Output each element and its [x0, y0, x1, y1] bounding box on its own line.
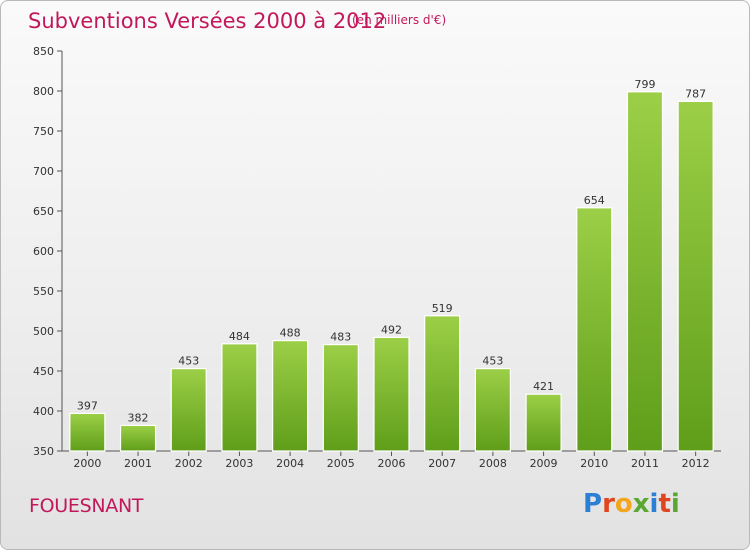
- x-tick-label: 2000: [73, 457, 101, 470]
- bar-2006: [373, 336, 410, 452]
- logo-letter: i: [649, 489, 659, 519]
- y-tick-label: 700: [33, 165, 54, 178]
- x-tick-label: 2008: [479, 457, 507, 470]
- value-label-2008: 453: [482, 355, 503, 368]
- proxiti-logo: Proxiti: [583, 489, 680, 519]
- y-tick-label: 750: [33, 125, 54, 138]
- y-tick-label: 600: [33, 245, 54, 258]
- value-label-2011: 799: [634, 78, 655, 91]
- bar-2000: [69, 412, 106, 452]
- logo-letter: P: [583, 489, 603, 519]
- bar-2004: [272, 340, 309, 452]
- bar-2005: [322, 344, 359, 452]
- value-label-2010: 654: [584, 194, 605, 207]
- bar-2002: [170, 368, 207, 452]
- x-tick-label: 2010: [580, 457, 608, 470]
- x-tick-label: 2002: [175, 457, 203, 470]
- bar-2009: [525, 393, 562, 452]
- y-tick-label: 350: [33, 445, 54, 458]
- bar-2001: [119, 424, 157, 452]
- x-tick-label: 2005: [327, 457, 355, 470]
- bar-2012: [677, 100, 714, 452]
- value-label-2009: 421: [533, 380, 554, 393]
- y-tick-label: 500: [33, 325, 54, 338]
- value-label-2001: 382: [128, 411, 149, 424]
- chart-bars: [69, 91, 714, 452]
- value-label-2012: 787: [685, 87, 706, 100]
- x-tick-label: 2007: [428, 457, 456, 470]
- logo-letter: x: [632, 489, 650, 519]
- x-tick-label: 2001: [124, 457, 152, 470]
- value-label-2007: 519: [432, 302, 453, 315]
- value-label-2003: 484: [229, 330, 250, 343]
- chart-title: Subventions Versées 2000 à 2012: [28, 9, 387, 33]
- logo-letter: i: [670, 489, 680, 519]
- x-tick-label: 2004: [276, 457, 304, 470]
- x-tick-label: 2012: [682, 457, 710, 470]
- value-label-2004: 488: [280, 327, 301, 340]
- commune-name: FOUESNANT: [29, 495, 144, 517]
- x-tick-label: 2003: [225, 457, 253, 470]
- value-label-2000: 397: [77, 399, 98, 412]
- x-tick-label: 2011: [631, 457, 659, 470]
- chart-axes: 350 400 450 500 550 600 650 700 750 800 850 2000 200…: [33, 45, 721, 470]
- value-label-2006: 492: [381, 323, 402, 336]
- x-tick-label: 2006: [378, 457, 406, 470]
- bar-2010: [576, 207, 613, 452]
- logo-letter: t: [658, 489, 671, 519]
- y-tick-label: 450: [33, 365, 54, 378]
- value-label-2002: 453: [178, 355, 199, 368]
- chart-subtitle: (en milliers d'€): [352, 13, 447, 27]
- y-tick-label: 400: [33, 405, 54, 418]
- logo-letter: o: [614, 489, 633, 519]
- bar-2008: [474, 368, 511, 452]
- y-tick-label: 850: [33, 45, 54, 58]
- bar-2003: [221, 343, 258, 452]
- chart-value-labels: 397 382 453 484 488 483 492 519 453 421 654 799 787: [77, 78, 706, 425]
- x-tick-label: 2009: [530, 457, 558, 470]
- logo-letter: r: [602, 489, 615, 519]
- y-tick-label: 650: [33, 205, 54, 218]
- y-tick-label: 550: [33, 285, 54, 298]
- bar-2011: [626, 91, 664, 452]
- value-label-2005: 483: [330, 331, 351, 344]
- bar-2007: [424, 315, 461, 452]
- y-tick-label: 800: [33, 85, 54, 98]
